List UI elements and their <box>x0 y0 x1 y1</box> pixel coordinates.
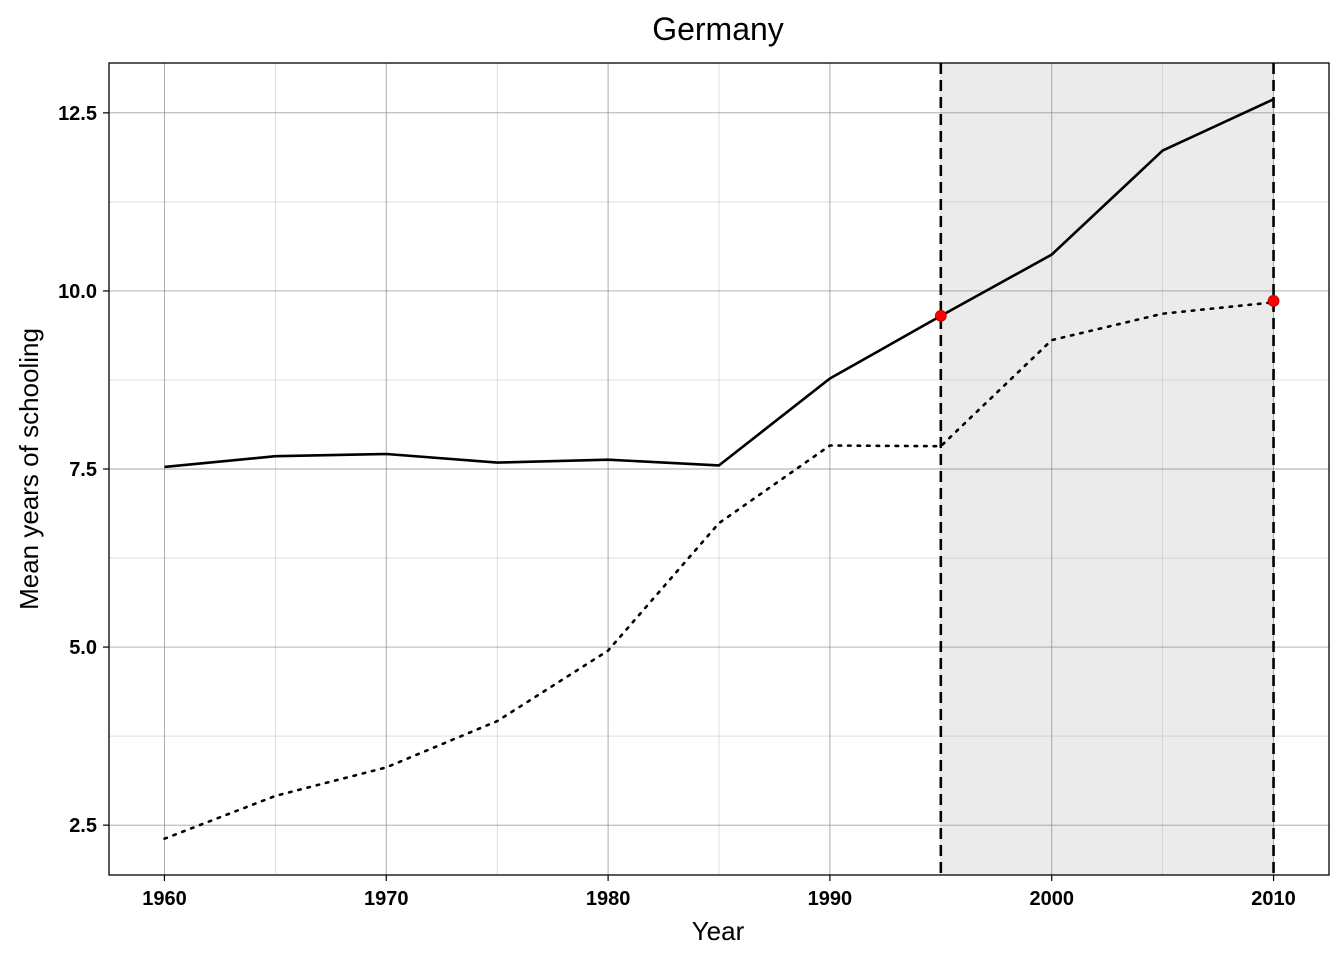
y-tick-label: 2.5 <box>69 815 97 837</box>
x-tick-label: 2000 <box>1029 888 1074 910</box>
x-tick-label: 1980 <box>586 888 631 910</box>
y-axis-title: Mean years of schooling <box>14 328 44 610</box>
chart-title: Germany <box>652 11 784 47</box>
highlight-points-layer <box>934 295 1280 322</box>
series-layer <box>163 98 1275 841</box>
grid-layer <box>109 63 1329 875</box>
x-tick-label: 2010 <box>1251 888 1296 910</box>
highlight-point <box>934 309 947 322</box>
x-tick-label: 1990 <box>808 888 853 910</box>
axis-ticks-layer: 1960 1970 1980 1990 2000 2010 2.5 5.0 7.5 10.0 12.… <box>58 103 1296 910</box>
y-tick-label: 12.5 <box>58 103 97 125</box>
dotted-series-line <box>163 300 1275 841</box>
x-axis-title: Year <box>692 916 745 946</box>
highlight-point <box>1267 295 1280 307</box>
y-tick-label: 7.5 <box>69 459 97 481</box>
x-tick-label: 1960 <box>142 888 187 910</box>
x-tick-label: 1970 <box>364 888 409 910</box>
y-tick-label: 5.0 <box>69 637 97 659</box>
y-tick-label: 10.0 <box>58 281 97 303</box>
solid-series-line <box>164 98 1275 469</box>
